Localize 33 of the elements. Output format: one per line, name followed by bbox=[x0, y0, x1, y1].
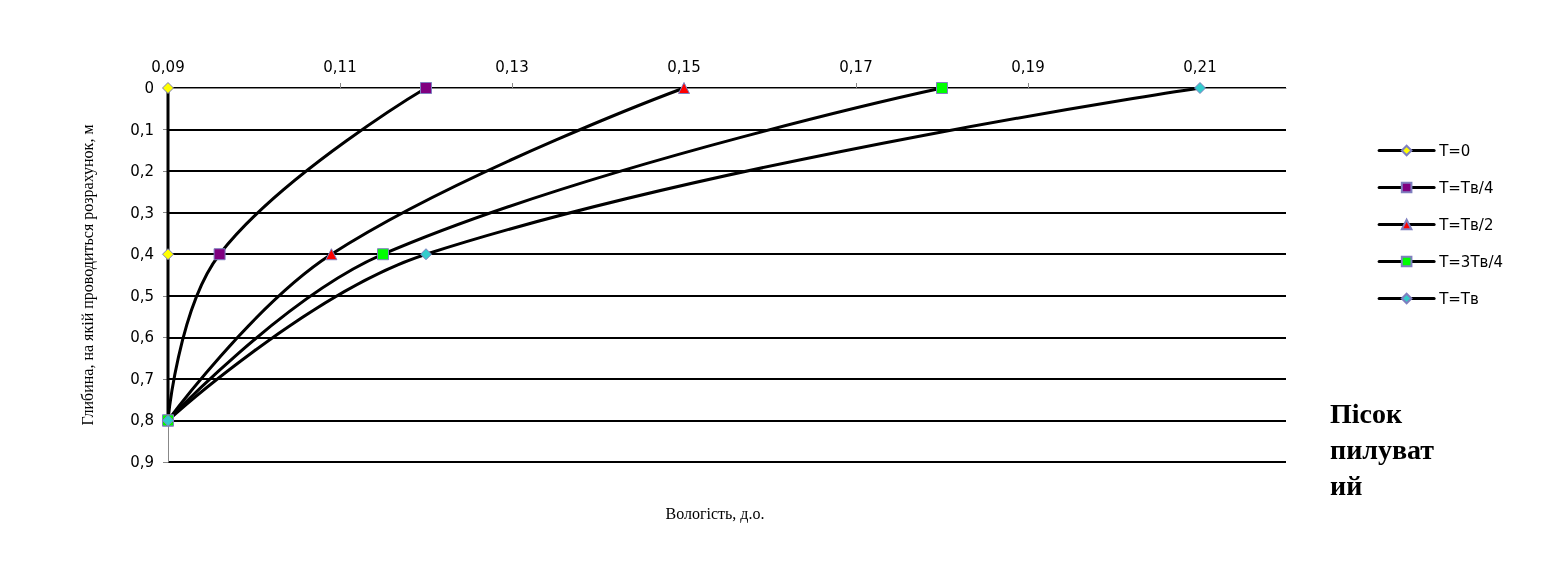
y-tick-label: 0,7 bbox=[130, 369, 154, 388]
text: Пісок пилуватий bbox=[1330, 397, 1435, 501]
y-tick-label: 0,1 bbox=[130, 120, 154, 139]
point bbox=[213, 248, 226, 261]
point bbox=[420, 82, 432, 94]
legend-label: T=0 bbox=[1438, 141, 1471, 160]
y-tick-label: 0,5 bbox=[130, 286, 154, 305]
y-tick-label: 0,2 bbox=[130, 162, 154, 181]
x-tick-label: 0,19 bbox=[1011, 57, 1045, 76]
y-tick-label: 0,8 bbox=[130, 411, 154, 430]
x-tick-label: 0,13 bbox=[495, 57, 529, 76]
legend-label: T=Тв/2 bbox=[1438, 215, 1494, 234]
point bbox=[377, 248, 389, 261]
x-tick-label: 0,21 bbox=[1183, 57, 1217, 76]
point bbox=[1194, 82, 1206, 94]
x-tick-label: 0,15 bbox=[667, 57, 701, 76]
x-tick-label: 0,11 bbox=[323, 57, 357, 76]
point bbox=[420, 248, 432, 261]
point bbox=[162, 82, 174, 94]
y-axis-title: Глибина, на якій проводиться розрахунок, м bbox=[78, 124, 97, 426]
y-tick-label: 0,9 bbox=[130, 453, 154, 471]
x-tick-label: 0,09 bbox=[151, 57, 185, 76]
x-axis-title: Вологість, д.о. bbox=[665, 504, 765, 523]
legend-label: T=3Тв/4 bbox=[1438, 252, 1503, 271]
x-tick-label: 0,17 bbox=[839, 57, 873, 76]
y-tick-label: 0,4 bbox=[130, 245, 154, 264]
point bbox=[162, 248, 174, 261]
point bbox=[936, 82, 948, 94]
y-tick-label: 0,6 bbox=[130, 328, 154, 347]
y-tick-label: 0,3 bbox=[130, 203, 154, 222]
legend-label: T=Тв bbox=[1438, 289, 1479, 308]
y-tick-label: 0 bbox=[144, 79, 154, 97]
legend-label: T=Тв/4 bbox=[1438, 178, 1494, 197]
